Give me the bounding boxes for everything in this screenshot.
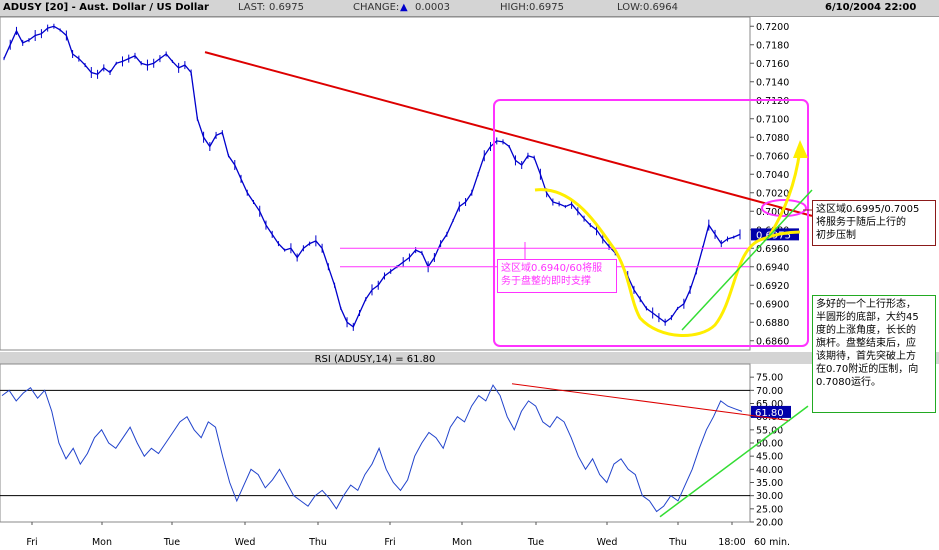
rsi-series-line: [1, 384, 743, 513]
uptrend-line-price: [681, 189, 813, 331]
price-tick-label: 0.6920: [756, 281, 789, 292]
rsi-title: RSI (ADUSY,14) = 61.80: [315, 354, 436, 365]
price-tick-label: 0.7200: [756, 22, 789, 33]
annotation-drawings: [204, 51, 813, 518]
change-value: 0.0003: [415, 2, 450, 13]
time-tick-label: Mon: [92, 537, 112, 548]
rsi-tick-label: 30.00: [756, 491, 783, 502]
pattern-highlight-box: [493, 99, 809, 347]
resistance-trendline: [204, 51, 813, 217]
time-tick-label: Wed: [597, 537, 618, 548]
time-tick-label: Mon: [452, 537, 472, 548]
outlook-note: 多好的一个上行形态， 半圆形的底部，大约45 度的上涨角度，长长的 旗杆。盘整结…: [812, 295, 936, 413]
price-tick-label: 0.6940: [756, 262, 789, 273]
quote-header: ADUSY [20] - Aust. Dollar / US Dollar LA…: [0, 0, 939, 17]
rsi-uptrend-line: [659, 405, 809, 518]
price-tick-label: 0.6880: [756, 318, 789, 329]
price-tick-label: 0.7000: [756, 207, 789, 218]
quote-datetime: 6/10/2004 22:00: [825, 2, 917, 13]
time-tick-label: Fri: [26, 537, 37, 548]
rsi-tick-label: 55.00: [756, 425, 783, 436]
rsi-tick-label: 45.00: [756, 452, 783, 463]
price-tick-label: 0.6960: [756, 244, 789, 255]
last-value: 0.6975: [269, 2, 304, 13]
instrument-title: ADUSY [20] - Aust. Dollar / US Dollar: [3, 2, 209, 13]
time-tick-label: 60 min.: [754, 537, 790, 548]
price-tick-label: 0.7160: [756, 59, 789, 70]
time-axis: Fri Mon Tue Wed Thu Fri Mon Tue Wed Thu 18:00 60 mi…: [26, 522, 790, 548]
price-tick-label: 0.7180: [756, 40, 789, 51]
rounded-bottom-curve: [534, 188, 801, 337]
time-tick-label: Thu: [668, 537, 687, 548]
low-label: LOW:: [617, 2, 643, 13]
rsi-plot-frame: [0, 363, 751, 523]
change-label: CHANGE:: [353, 2, 400, 13]
high-value: 0.6975: [529, 2, 564, 13]
time-tick-label: Fri: [384, 537, 395, 548]
rsi-tick-label: 35.00: [756, 478, 783, 489]
price-tick-label: 0.7080: [756, 133, 789, 144]
price-tick-label: 0.6860: [756, 336, 789, 347]
time-tick-label: Tue: [527, 537, 544, 548]
price-plot-frame: [0, 16, 751, 351]
time-tick-label: Wed: [235, 537, 256, 548]
rsi-last-tag-label: 61.80: [755, 408, 784, 419]
price-tick-label: 0.7020: [756, 188, 789, 199]
low-value: 0.6964: [643, 2, 678, 13]
price-tick-label: 0.7040: [756, 170, 789, 181]
support-note: 这区域0.6940/60将服 务于盘整的即时支撑: [497, 259, 617, 293]
last-label: LAST:: [238, 2, 266, 13]
rsi-title-bar: [0, 352, 939, 364]
price-tick-label: 0.6900: [756, 299, 789, 310]
rsi-tick-label: 40.00: [756, 465, 783, 476]
rsi-tick-label: 65.00: [756, 399, 783, 410]
time-tick-label: Thu: [308, 537, 327, 548]
price-tick-label: 0.7140: [756, 77, 789, 88]
rsi-tick-label: 25.00: [756, 504, 783, 515]
change-up-icon: ▲: [400, 2, 408, 13]
breakout-arrow-line: [768, 149, 802, 236]
price-tick-label: 0.7060: [756, 151, 789, 162]
resistance-note: 这区域0.6995/0.7005 将服务于随后上行的 初步压制: [812, 200, 936, 246]
rsi-resistance-line: [511, 383, 791, 422]
rsi-tick-label: 50.00: [756, 439, 783, 450]
price-tick-label: 0.7100: [756, 114, 789, 125]
resistance-zone-ellipse: [761, 199, 807, 217]
high-label: HIGH:: [500, 2, 530, 13]
rsi-tick-label: 20.00: [756, 518, 783, 529]
price-panel: 0.7200 0.7180 0.7160 0.7140 0.7120 0.7100 0.70…: [0, 16, 799, 351]
time-tick-label: Tue: [163, 537, 180, 548]
rsi-panel: RSI (ADUSY,14) = 61.8075.0070.0065.0060.…: [0, 352, 939, 529]
rsi-tick-label: 70.00: [756, 386, 783, 397]
rsi-last-tag: [751, 405, 791, 418]
breakout-arrow-head: [793, 140, 808, 158]
rsi-tick-label: 75.00: [756, 373, 783, 384]
price-tick-label: 0.7120: [756, 96, 789, 107]
time-tick-label: 18:00: [718, 537, 745, 548]
